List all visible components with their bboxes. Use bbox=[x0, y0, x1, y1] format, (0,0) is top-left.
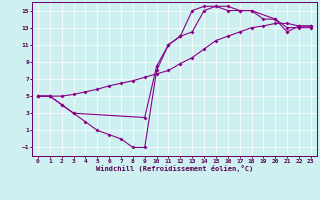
X-axis label: Windchill (Refroidissement éolien,°C): Windchill (Refroidissement éolien,°C) bbox=[96, 165, 253, 172]
